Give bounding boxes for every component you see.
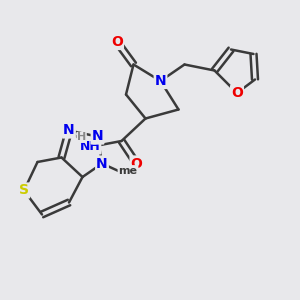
Text: H: H <box>77 132 86 142</box>
Text: N: N <box>92 130 103 143</box>
Text: me: me <box>118 166 137 176</box>
Text: N: N <box>96 157 108 170</box>
Text: O: O <box>111 35 123 49</box>
Text: NH: NH <box>80 140 100 154</box>
Text: O: O <box>231 86 243 100</box>
Text: N: N <box>63 124 75 137</box>
Text: S: S <box>19 184 29 197</box>
Text: N: N <box>155 74 166 88</box>
Text: O: O <box>130 157 142 170</box>
